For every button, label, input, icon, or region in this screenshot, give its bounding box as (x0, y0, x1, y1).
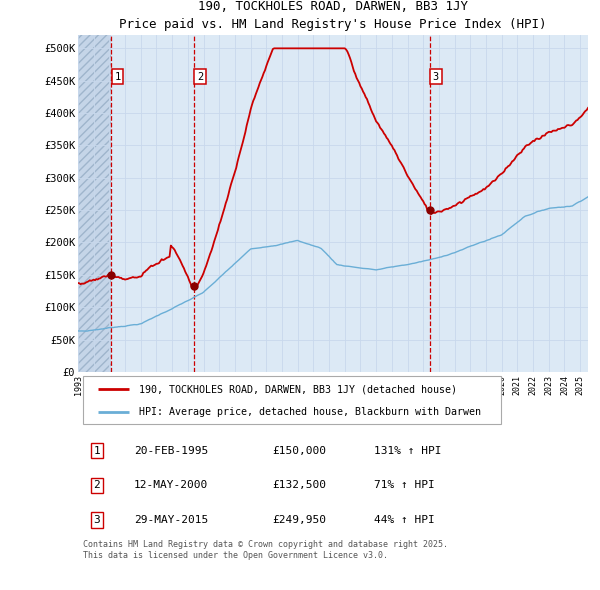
Text: 3: 3 (433, 72, 439, 82)
Text: 44% ↑ HPI: 44% ↑ HPI (374, 515, 434, 525)
Text: 29-MAY-2015: 29-MAY-2015 (134, 515, 208, 525)
Text: 131% ↑ HPI: 131% ↑ HPI (374, 445, 441, 455)
Text: £132,500: £132,500 (272, 480, 326, 490)
Title: 190, TOCKHOLES ROAD, DARWEN, BB3 1JY
Price paid vs. HM Land Registry's House Pri: 190, TOCKHOLES ROAD, DARWEN, BB3 1JY Pri… (119, 1, 547, 31)
Text: 1: 1 (115, 72, 121, 82)
Text: 2: 2 (197, 72, 203, 82)
FancyBboxPatch shape (83, 376, 502, 424)
Text: Contains HM Land Registry data © Crown copyright and database right 2025.
This d: Contains HM Land Registry data © Crown c… (83, 539, 448, 560)
Text: HPI: Average price, detached house, Blackburn with Darwen: HPI: Average price, detached house, Blac… (139, 407, 481, 417)
Text: 71% ↑ HPI: 71% ↑ HPI (374, 480, 434, 490)
Text: 190, TOCKHOLES ROAD, DARWEN, BB3 1JY (detached house): 190, TOCKHOLES ROAD, DARWEN, BB3 1JY (de… (139, 384, 457, 394)
Text: 1: 1 (94, 445, 100, 455)
Text: £249,950: £249,950 (272, 515, 326, 525)
Text: 20-FEB-1995: 20-FEB-1995 (134, 445, 208, 455)
Text: 3: 3 (94, 515, 100, 525)
Text: 2: 2 (94, 480, 100, 490)
Text: £150,000: £150,000 (272, 445, 326, 455)
Text: 12-MAY-2000: 12-MAY-2000 (134, 480, 208, 490)
